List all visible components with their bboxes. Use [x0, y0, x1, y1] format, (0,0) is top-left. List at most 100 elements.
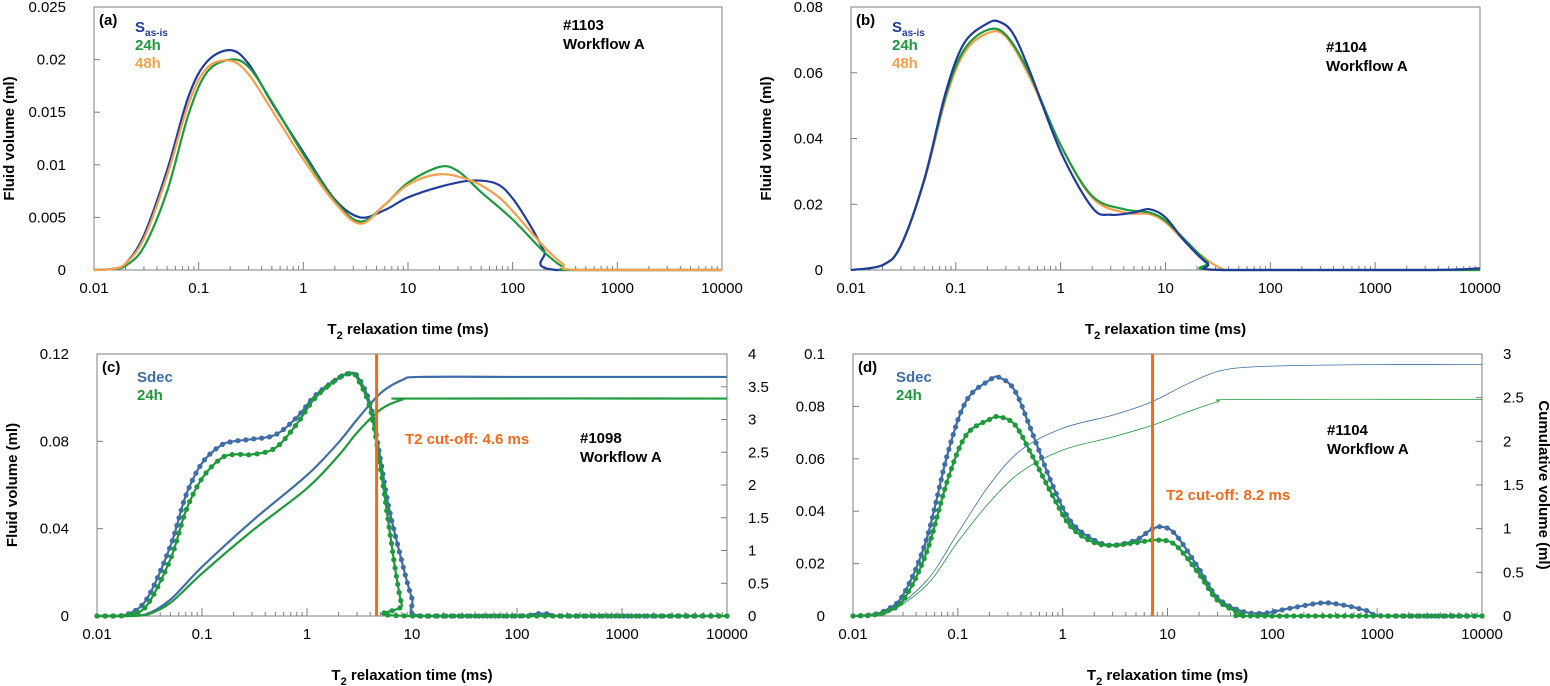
series-h24-point [1240, 613, 1246, 619]
series-h24-point [583, 613, 589, 619]
series-h24-point [1007, 417, 1013, 423]
series-h24-point [924, 549, 930, 555]
series-sdec-point [1068, 518, 1074, 524]
series-sdec-point [404, 580, 410, 586]
series-sdec-point [931, 507, 937, 513]
series-h24-point [691, 613, 697, 619]
series-sdec-point [965, 395, 971, 402]
series-h24-point [517, 613, 523, 619]
y2-tick-label: 2 [748, 477, 756, 494]
legend-entry: 24h [137, 387, 163, 404]
series-h24-point [311, 396, 318, 402]
series-h24-point [1079, 533, 1085, 539]
series-h24-point [885, 608, 892, 614]
series-sdec-point [227, 439, 233, 445]
series-sdec-point [1302, 602, 1308, 609]
series-h24-point [1016, 428, 1022, 434]
series-h24-point [592, 613, 598, 619]
series-sdec-point [400, 564, 406, 570]
series-sdec-point [982, 380, 988, 386]
series-h24-point [176, 530, 182, 536]
series-h24-point [683, 613, 689, 619]
series-sdec-point [280, 426, 287, 433]
series-h24-point [1020, 434, 1026, 440]
series-h24-point [1043, 480, 1049, 486]
legend-entry: Sas-is [892, 19, 925, 39]
series-sdec-point [186, 485, 192, 491]
y-tick-label: 0.02 [794, 196, 823, 213]
series-h24-point [276, 442, 283, 448]
series-sdec-point [925, 530, 932, 536]
series-h24-point [401, 613, 407, 619]
series-h24-point [142, 605, 148, 611]
series-h24-point [451, 613, 457, 619]
series-sdec-point [935, 492, 941, 498]
series-h24-point [171, 546, 177, 552]
x-axis-label-rest: relaxation time (ms) [1102, 667, 1248, 684]
series-h24-point [993, 413, 999, 420]
series-h24-point [864, 613, 871, 619]
series-sdec-point [213, 446, 219, 452]
series-h24-point [262, 449, 268, 455]
legend-entry-sub: as-is [902, 28, 925, 39]
series-sdec-point [193, 470, 199, 476]
y2-axis-label: Cumulative volume (ml) [1535, 400, 1550, 569]
series-h24-point [525, 613, 532, 619]
y2-tick-label: 2.5 [1503, 390, 1524, 407]
series-sdec-point [961, 402, 967, 408]
series-sdec-point [1310, 601, 1316, 607]
series-h24-point [1479, 613, 1485, 619]
series-h24-point [973, 423, 980, 429]
y-tick-label: 0.06 [794, 65, 823, 82]
series-h48-line [93, 59, 722, 272]
x-axis-label: T2 relaxation time (ms) [327, 321, 488, 342]
series-h24-point [1163, 538, 1169, 544]
x-tick-label: 10 [404, 626, 421, 643]
series-h24-point [1068, 524, 1074, 530]
series-h24-point [1226, 605, 1232, 611]
series-h24-point [337, 374, 343, 380]
series-sdec-point [298, 410, 304, 416]
series-sdec-point [201, 457, 208, 463]
series-h24-point [1312, 613, 1319, 619]
series-sdec-point [391, 526, 397, 532]
series-h24-point [1141, 538, 1148, 544]
series-h24-point [1060, 511, 1066, 518]
series-sdec-point [1176, 535, 1182, 541]
workflow-label: Workflow A [563, 36, 645, 53]
series-h24-point [928, 535, 934, 541]
series-h24-point [1036, 467, 1042, 473]
series-sdec-point [1164, 525, 1170, 531]
panel-label: (d) [858, 359, 877, 376]
series-h24-point [398, 598, 404, 604]
x-tick-label: 10000 [706, 626, 748, 643]
x-tick-label: 100 [1258, 280, 1283, 297]
series-h24-point [1414, 613, 1420, 619]
series-h24-point [1421, 613, 1427, 619]
series-h24-point [1180, 550, 1186, 556]
y-axis-label: Fluid volume (ml) [1, 76, 18, 200]
series-h24-point [476, 613, 482, 619]
series-h24-point [699, 613, 705, 619]
series-h24-point [872, 612, 878, 618]
series-sdec-point [409, 595, 415, 601]
series-sdec-point [167, 545, 173, 551]
x-tick-label: 0.1 [947, 626, 968, 643]
legend-entry: 24h [135, 37, 161, 54]
series-h24-point [1185, 556, 1191, 562]
series-sdec-point [1030, 433, 1036, 439]
x-tick-label: 0.1 [192, 626, 213, 643]
y2-tick-label: 0 [1503, 608, 1511, 625]
series-h24-point [1198, 573, 1204, 579]
series-sdec-point [1136, 535, 1143, 541]
sample-id: #1104 [1326, 39, 1368, 56]
series-h24-point [165, 561, 171, 567]
series-sdec-point [936, 484, 943, 490]
series-h24-point [1205, 585, 1211, 592]
series-h24-point [1113, 542, 1119, 548]
x-tick-label: 1 [303, 626, 311, 643]
series-h24-point [317, 390, 323, 396]
series-h24-point [1298, 613, 1304, 619]
panel-d: 0.01 0.1 1 10 100 1000 1000000.020.040.060.080… [796, 346, 1550, 686]
